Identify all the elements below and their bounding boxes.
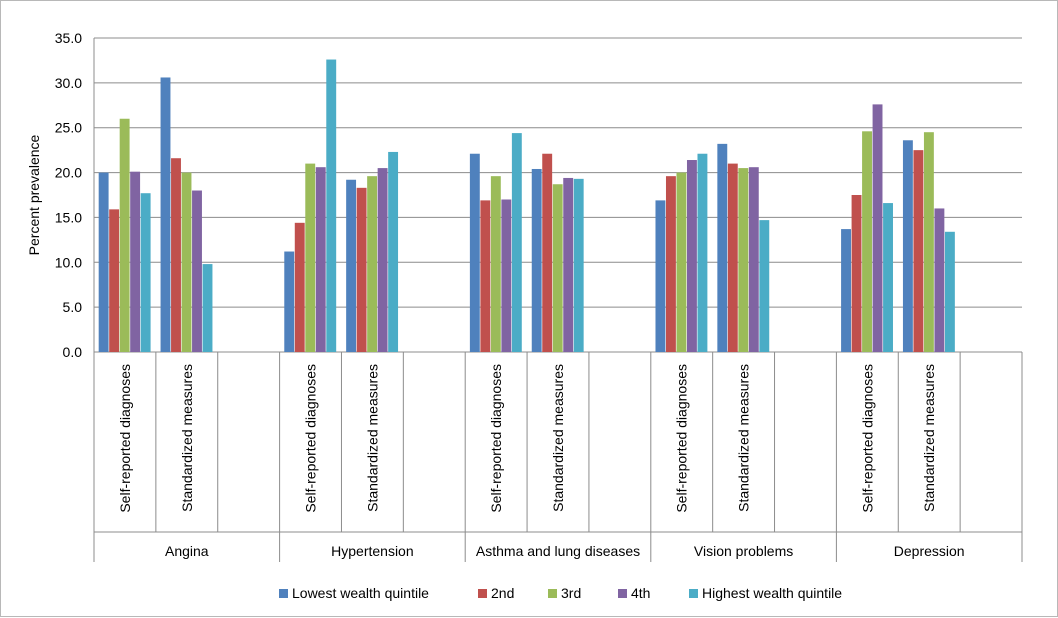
bar <box>367 176 378 352</box>
bar <box>759 220 770 352</box>
bar <box>326 59 337 352</box>
bar <box>511 133 522 352</box>
category-label: Self-reported diagnoses <box>859 364 875 513</box>
bar <box>944 231 955 352</box>
bar <box>872 104 883 352</box>
bar <box>192 190 202 352</box>
bar <box>346 179 357 352</box>
bar <box>563 177 574 352</box>
bar <box>542 153 553 352</box>
bar <box>98 172 109 352</box>
legend-label: 4th <box>631 585 650 601</box>
category-label: Self-reported diagnoses <box>674 364 690 513</box>
bar <box>697 153 708 352</box>
category-label: Standardized measures <box>179 364 195 512</box>
bar <box>934 208 945 352</box>
legend-swatch <box>618 589 627 598</box>
bar <box>202 264 213 352</box>
y-tick-label: 35.0 <box>55 30 82 46</box>
bar <box>902 140 913 352</box>
legend-label: Highest wealth quintile <box>702 585 842 601</box>
bar <box>377 168 388 352</box>
legend-label: 2nd <box>491 585 514 601</box>
legend-swatch <box>548 589 557 598</box>
category-label: Self-reported diagnoses <box>117 364 133 513</box>
y-tick-label: 15.0 <box>55 209 82 225</box>
legend-swatch <box>279 589 288 598</box>
category-label: Standardized measures <box>921 364 937 512</box>
bar <box>862 131 872 352</box>
bar <box>738 168 749 352</box>
bar <box>140 193 151 352</box>
bar <box>130 171 141 352</box>
group-label: Vision problems <box>694 543 793 559</box>
bar <box>727 163 738 352</box>
y-tick-label: 30.0 <box>55 75 82 91</box>
legend-label: Lowest wealth quintile <box>292 585 429 601</box>
legend-label: 3rd <box>561 585 581 601</box>
category-label: Self-reported diagnoses <box>303 364 319 513</box>
y-tick-label: 25.0 <box>55 120 82 136</box>
y-tick-label: 0.0 <box>63 344 83 360</box>
bar <box>573 178 584 352</box>
legend-swatch <box>689 589 698 598</box>
bar <box>284 251 295 352</box>
category-label: Standardized measures <box>364 364 380 512</box>
category-label: Standardized measures <box>736 364 752 512</box>
bar <box>490 176 501 352</box>
bar <box>841 229 851 352</box>
bar <box>119 118 130 352</box>
group-label: Asthma and lung diseases <box>476 543 640 559</box>
y-tick-label: 5.0 <box>63 299 83 315</box>
bar <box>883 203 893 352</box>
category-label: Standardized measures <box>550 364 566 512</box>
bar <box>717 143 728 352</box>
bar <box>913 150 924 352</box>
bar <box>305 163 316 352</box>
bar <box>171 158 181 352</box>
bar <box>109 209 120 352</box>
bar <box>480 200 491 352</box>
bar <box>851 195 862 352</box>
group-label: Hypertension <box>331 543 414 559</box>
bar <box>388 151 399 352</box>
bar <box>469 153 480 352</box>
bar <box>501 199 512 352</box>
bar <box>748 167 759 352</box>
y-tick-label: 10.0 <box>55 254 82 270</box>
bar <box>160 77 171 352</box>
bar <box>676 172 687 352</box>
y-axis-title: Percent prevalence <box>26 134 42 255</box>
legend-swatch <box>478 589 487 598</box>
bar <box>294 222 305 352</box>
bar <box>181 172 192 352</box>
bar <box>315 167 326 352</box>
bar <box>531 168 542 352</box>
category-label: Self-reported diagnoses <box>488 364 504 513</box>
bar <box>923 132 934 352</box>
bar <box>655 200 666 352</box>
bar <box>356 187 367 352</box>
group-label: Depression <box>894 543 965 559</box>
group-label: Angina <box>165 543 209 559</box>
bar <box>665 176 676 352</box>
bar <box>686 160 697 352</box>
bar <box>552 184 563 352</box>
y-tick-label: 20.0 <box>55 165 82 181</box>
